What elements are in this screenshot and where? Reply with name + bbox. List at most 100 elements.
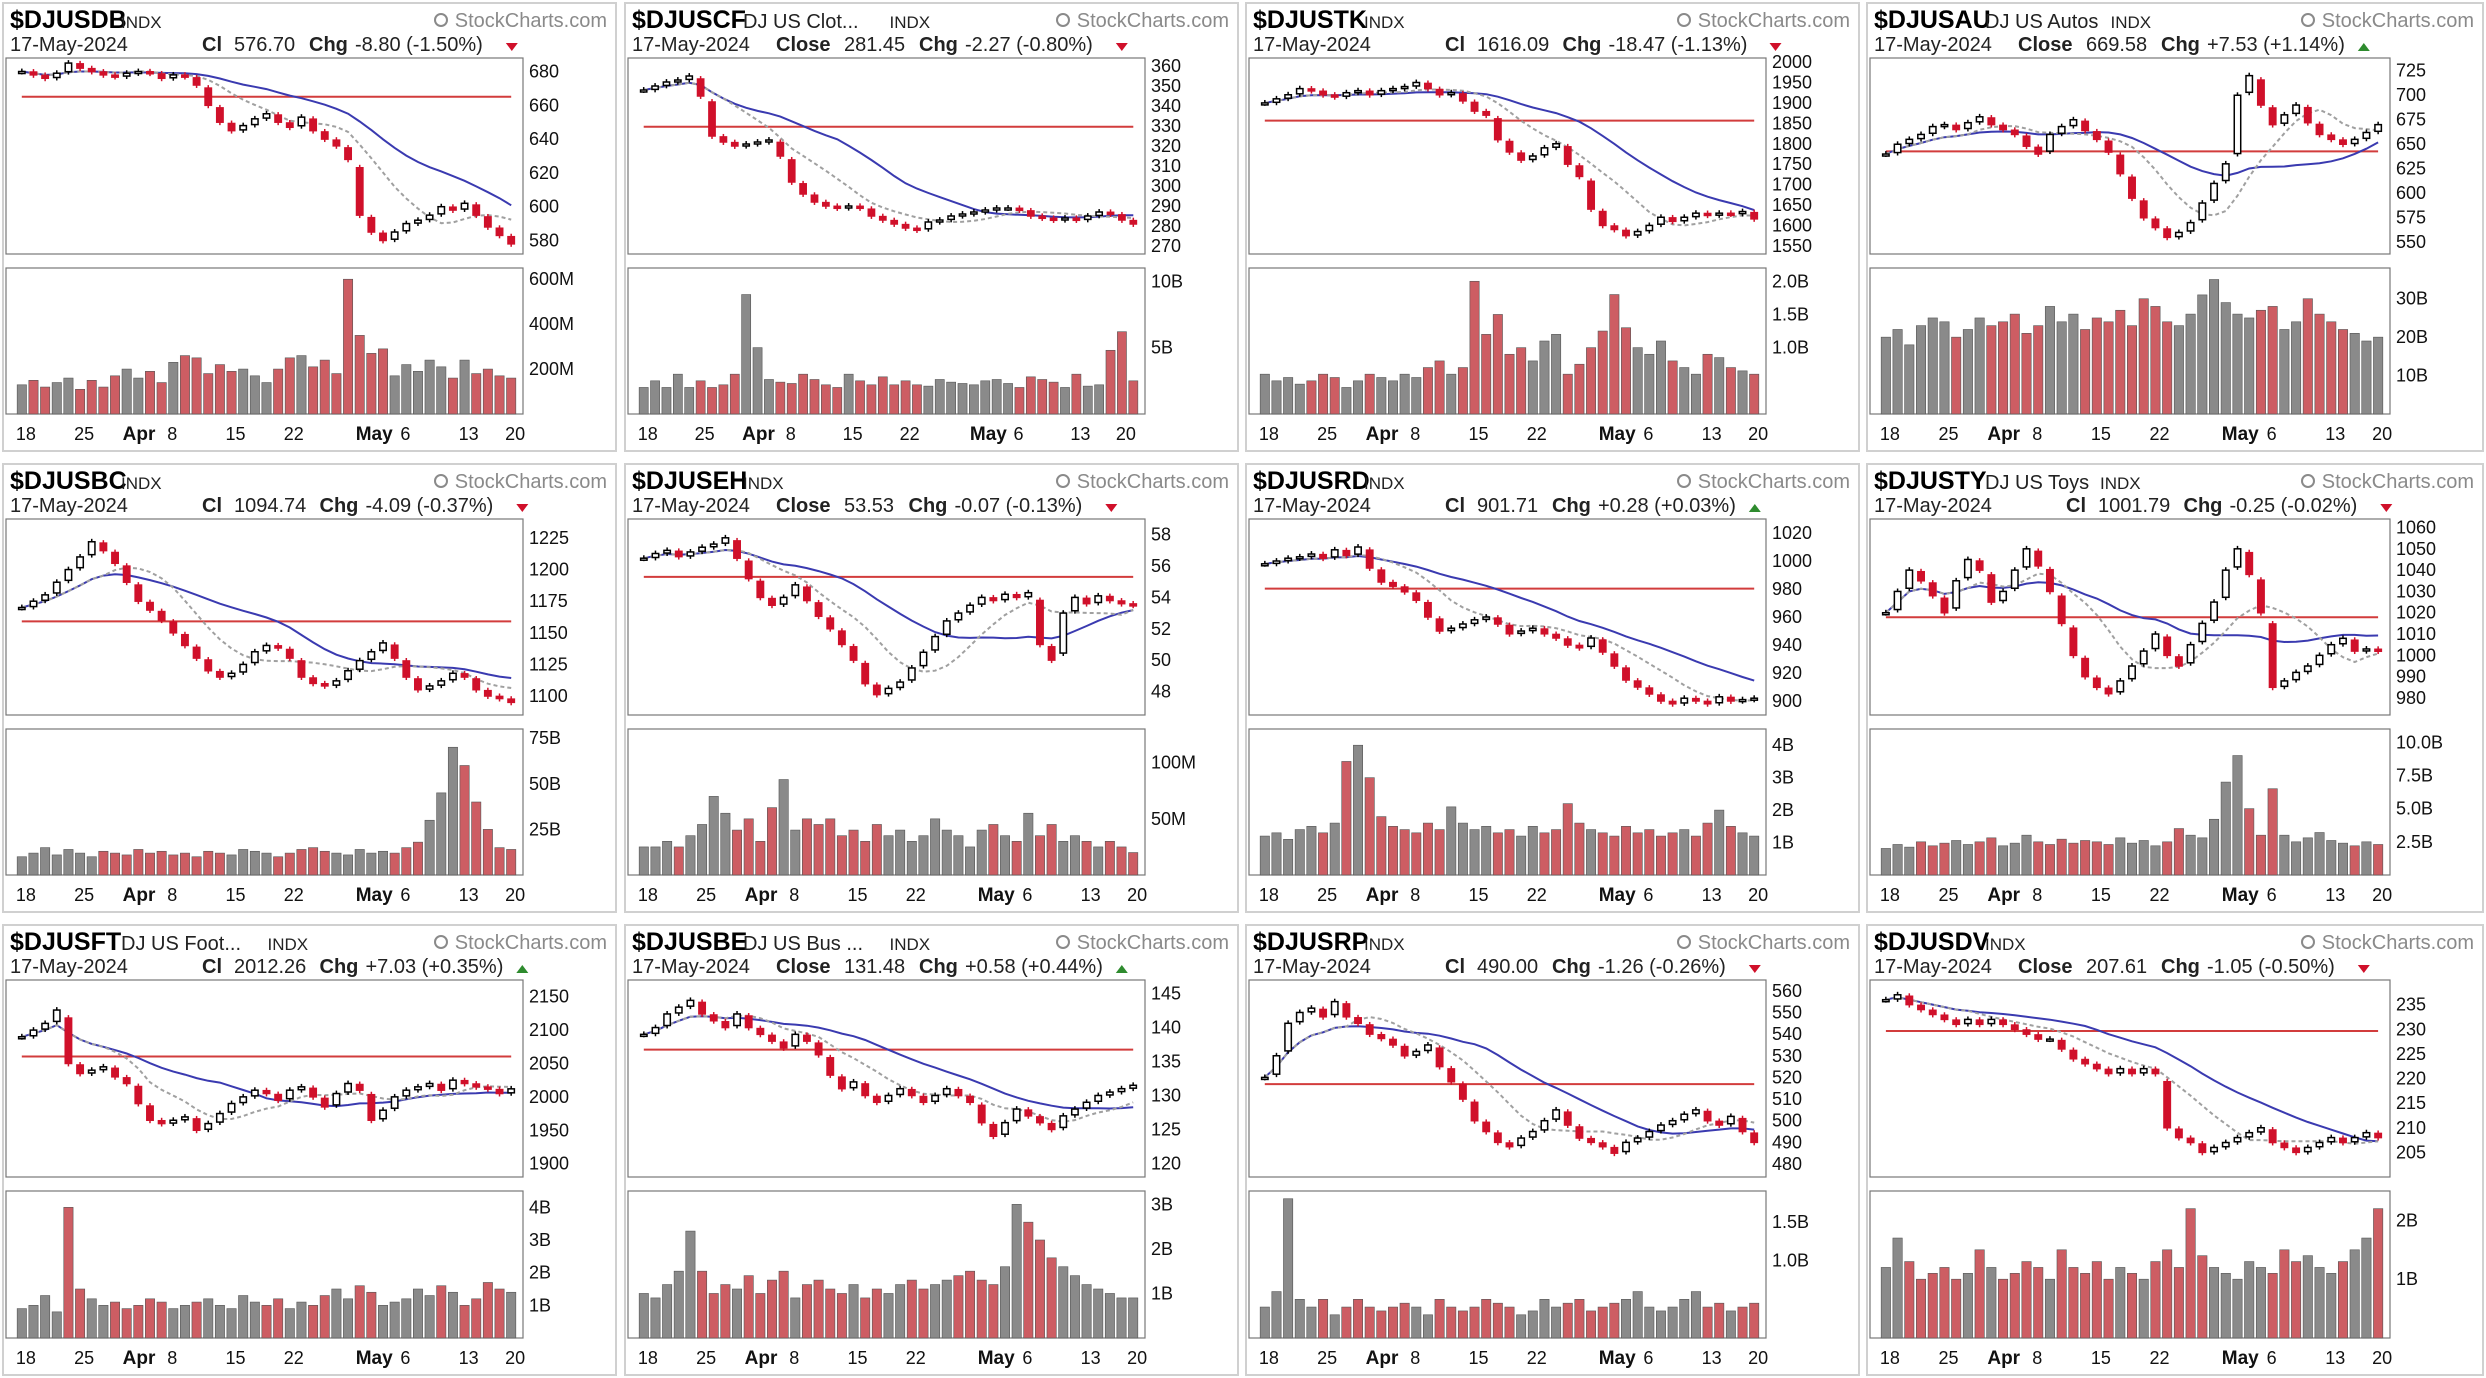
- candle-body: [180, 633, 189, 647]
- volume-tick-label: 400M: [529, 314, 574, 334]
- brand-icon: [434, 13, 448, 27]
- date-label: 17-May-2024: [1253, 495, 1371, 517]
- volume-bar: [2162, 1249, 2173, 1339]
- candle-body: [390, 231, 399, 240]
- volume-bar: [1597, 1306, 1608, 1339]
- volume-bar: [2349, 333, 2360, 415]
- candle-body: [1047, 1122, 1056, 1131]
- y-tick-label: 1700: [1772, 175, 1812, 195]
- x-tick-label: 20: [505, 885, 525, 905]
- candle-body: [1284, 1022, 1293, 1052]
- volume-bar: [1632, 347, 1643, 415]
- candle-body: [1105, 595, 1114, 602]
- y-tick-label: 960: [1772, 607, 1802, 627]
- ma-gray-line: [1264, 1016, 1755, 1141]
- volume-bar: [1939, 1267, 1950, 1339]
- ma-blue-line: [643, 81, 1134, 219]
- x-tick-label: 20: [1127, 885, 1147, 905]
- candle-body: [2210, 601, 2219, 621]
- volume-bar: [1388, 1306, 1398, 1339]
- chart-panel-djusau[interactable]: $DJUSAU DJ US Autos INDX StockCharts.com 17-…: [1866, 2, 2484, 452]
- candle-body: [1330, 549, 1339, 558]
- volume-bar: [1283, 377, 1294, 415]
- volume-bar: [813, 824, 824, 876]
- volume-bar: [1702, 822, 1713, 876]
- candle-body: [285, 648, 294, 659]
- volume-bar: [2162, 841, 2173, 876]
- volume-bar: [1492, 1302, 1503, 1339]
- volume-bar: [1749, 373, 1760, 415]
- x-tick-label: 15: [2091, 1348, 2111, 1368]
- volume-bar: [1411, 1306, 1422, 1339]
- candle-body: [896, 1087, 905, 1096]
- chg-label: Chg: [2184, 495, 2223, 517]
- volume-bar: [331, 373, 342, 415]
- volume-bar: [1376, 377, 1387, 415]
- x-tick-label: Apr: [1987, 424, 2020, 445]
- y-tick-label: 130: [1151, 1085, 1181, 1105]
- candle-body: [686, 999, 695, 1007]
- volume-bar: [860, 841, 871, 876]
- volume-bar: [813, 1279, 824, 1339]
- candle-body: [87, 67, 96, 73]
- chart-panel-djusft[interactable]: $DJUSFT DJ US Foot... INDX StockCharts.com 1…: [2, 924, 617, 1376]
- volume-bar: [1714, 357, 1725, 415]
- volume-tick-label: 25B: [529, 819, 561, 839]
- y-tick-label: 1150: [529, 623, 568, 643]
- chart-panel-djustk[interactable]: $DJUSTK INDX StockCharts.com 17-May-2024 Cl 1…: [1245, 2, 1860, 452]
- volume-bar: [98, 1305, 109, 1339]
- volume-tick-label: 1B: [1151, 1283, 1173, 1303]
- volume-tick-label: 4B: [1772, 735, 1794, 755]
- candle-body: [2315, 1141, 2324, 1148]
- chart-panel-djusrd[interactable]: $DJUSRD INDX StockCharts.com 17-May-2024 Cl 9…: [1245, 463, 1860, 913]
- volume-tick-label: 1B: [2396, 1269, 2418, 1289]
- volume-bar: [28, 1305, 39, 1339]
- chart-panel-djusdv[interactable]: $DJUSDV INDX StockCharts.com 17-May-2024 Clo…: [1866, 924, 2484, 1376]
- price-pane: [1248, 518, 1767, 716]
- candle-body: [460, 673, 469, 678]
- volume-bar: [2068, 313, 2079, 415]
- candle-body: [204, 1122, 213, 1131]
- x-tick-label: 20: [1748, 424, 1768, 444]
- chart-panel-djusbe[interactable]: $DJUSBE DJ US Bus ... INDX StockCharts.com 1…: [624, 924, 1239, 1376]
- close-value: 207.61: [2086, 956, 2147, 978]
- date-label: 17-May-2024: [1874, 495, 1992, 517]
- chart-panel-djusrp[interactable]: $DJUSRP INDX StockCharts.com 17-May-2024 Cl 4…: [1245, 924, 1860, 1376]
- volume-bar: [2138, 1278, 2149, 1339]
- candle-body: [320, 683, 329, 687]
- x-tick-label: 25: [1317, 424, 1337, 444]
- close-value: 669.58: [2086, 34, 2147, 56]
- candle-body: [2221, 569, 2230, 599]
- candle-body: [2233, 1136, 2242, 1143]
- x-tick-label: 13: [459, 424, 479, 444]
- volume-bar: [1574, 1299, 1585, 1339]
- chart-panel-djuseh[interactable]: $DJUSEH INDX StockCharts.com 17-May-2024 Clo…: [624, 463, 1239, 913]
- candle-body: [1377, 569, 1386, 583]
- x-tick-label: Apr: [123, 1348, 156, 1369]
- volume-bar: [238, 1295, 249, 1339]
- candle-body: [2350, 1136, 2359, 1143]
- volume-bar: [179, 1305, 190, 1339]
- volume-bar: [1000, 835, 1010, 876]
- chart-svg: $DJUSFT DJ US Foot... INDX StockCharts.com 1…: [5, 928, 607, 1369]
- chart-panel-djusbc[interactable]: $DJUSBC INDX StockCharts.com 17-May-2024 Cl 1…: [2, 463, 617, 913]
- volume-bar: [366, 1291, 377, 1339]
- volume-bar: [1434, 360, 1445, 415]
- candle-body: [297, 1086, 306, 1091]
- candle-body: [1106, 211, 1115, 216]
- candle-body: [814, 602, 823, 617]
- candle-body: [1095, 211, 1104, 217]
- volume-bar: [946, 381, 956, 415]
- security-name: DJ US Autos: [1985, 11, 2098, 33]
- chart-panel-djuscf[interactable]: $DJUSCF DJ US Clot... INDX StockCharts.com 1…: [624, 2, 1239, 452]
- y-tick-label: 900: [1772, 691, 1802, 711]
- volume-bar: [1986, 325, 1997, 415]
- chart-panel-djusdb[interactable]: $DJUSDB INDX StockCharts.com 17-May-2024 Cl 5…: [2, 2, 617, 452]
- price-pane: [5, 979, 524, 1178]
- candle-body: [1668, 217, 1677, 223]
- volume-bar: [284, 357, 295, 415]
- chart-panel-djusty[interactable]: $DJUSTY DJ US Toys INDX StockCharts.com 17-M…: [1866, 463, 2484, 913]
- volume-bar: [1749, 835, 1760, 876]
- candle-body: [169, 621, 178, 634]
